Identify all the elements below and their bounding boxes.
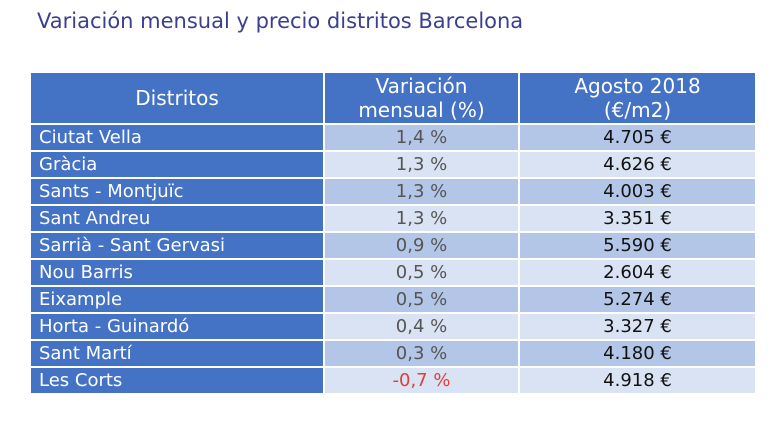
price-cell: 5.590 € [520, 233, 755, 258]
table-row: Sants - Montjuïc 1,3 % 4.003 € [31, 179, 755, 204]
table-row: Les Corts -0,7 % 4.918 € [31, 368, 755, 393]
table-row: Gràcia 1,3 % 4.626 € [31, 152, 755, 177]
table-row: Sant Andreu 1,3 % 3.351 € [31, 206, 755, 231]
district-cell: Eixample [31, 287, 323, 312]
price-cell: 4.003 € [520, 179, 755, 204]
price-cell: 5.274 € [520, 287, 755, 312]
price-cell: 4.918 € [520, 368, 755, 393]
header-variation-line2: mensual (%) [358, 98, 485, 122]
price-cell: 2.604 € [520, 260, 755, 285]
header-price: Agosto 2018 (€/m2) [520, 73, 755, 123]
district-cell: Les Corts [31, 368, 323, 393]
price-cell: 3.327 € [520, 314, 755, 339]
page-title: Variación mensual y precio distritos Bar… [37, 9, 524, 33]
table-row: Ciutat Vella 1,4 % 4.705 € [31, 125, 755, 150]
header-row: Distritos Variación mensual (%) Agosto 2… [31, 73, 755, 123]
district-cell: Sants - Montjuïc [31, 179, 323, 204]
variation-cell: 1,3 % [325, 152, 518, 177]
header-price-line1: Agosto 2018 [574, 74, 701, 98]
price-cell: 3.351 € [520, 206, 755, 231]
district-cell: Sarrià - Sant Gervasi [31, 233, 323, 258]
table-row: Sant Martí 0,3 % 4.180 € [31, 341, 755, 366]
district-cell: Sant Martí [31, 341, 323, 366]
table-row: Eixample 0,5 % 5.274 € [31, 287, 755, 312]
variation-cell: 1,3 % [325, 179, 518, 204]
variation-cell: 0,4 % [325, 314, 518, 339]
district-cell: Gràcia [31, 152, 323, 177]
header-district-label: Distritos [135, 86, 219, 110]
variation-cell: 0,5 % [325, 287, 518, 312]
district-cell: Ciutat Vella [31, 125, 323, 150]
header-district: Distritos [31, 73, 323, 123]
variation-cell: 0,5 % [325, 260, 518, 285]
table-row: Nou Barris 0,5 % 2.604 € [31, 260, 755, 285]
variation-cell: 1,3 % [325, 206, 518, 231]
district-cell: Sant Andreu [31, 206, 323, 231]
header-variation-line1: Variación [375, 74, 468, 98]
variation-cell: 0,3 % [325, 341, 518, 366]
price-cell: 4.705 € [520, 125, 755, 150]
price-cell: 4.180 € [520, 341, 755, 366]
variation-cell: 0,9 % [325, 233, 518, 258]
district-cell: Nou Barris [31, 260, 323, 285]
table-row: Horta - Guinardó 0,4 % 3.327 € [31, 314, 755, 339]
variation-cell: 1,4 % [325, 125, 518, 150]
variation-cell-negative: -0,7 % [325, 368, 518, 393]
table-row: Sarrià - Sant Gervasi 0,9 % 5.590 € [31, 233, 755, 258]
header-variation: Variación mensual (%) [325, 73, 518, 123]
district-price-table: Distritos Variación mensual (%) Agosto 2… [29, 71, 757, 395]
header-price-line2: (€/m2) [603, 98, 672, 122]
district-cell: Horta - Guinardó [31, 314, 323, 339]
price-cell: 4.626 € [520, 152, 755, 177]
